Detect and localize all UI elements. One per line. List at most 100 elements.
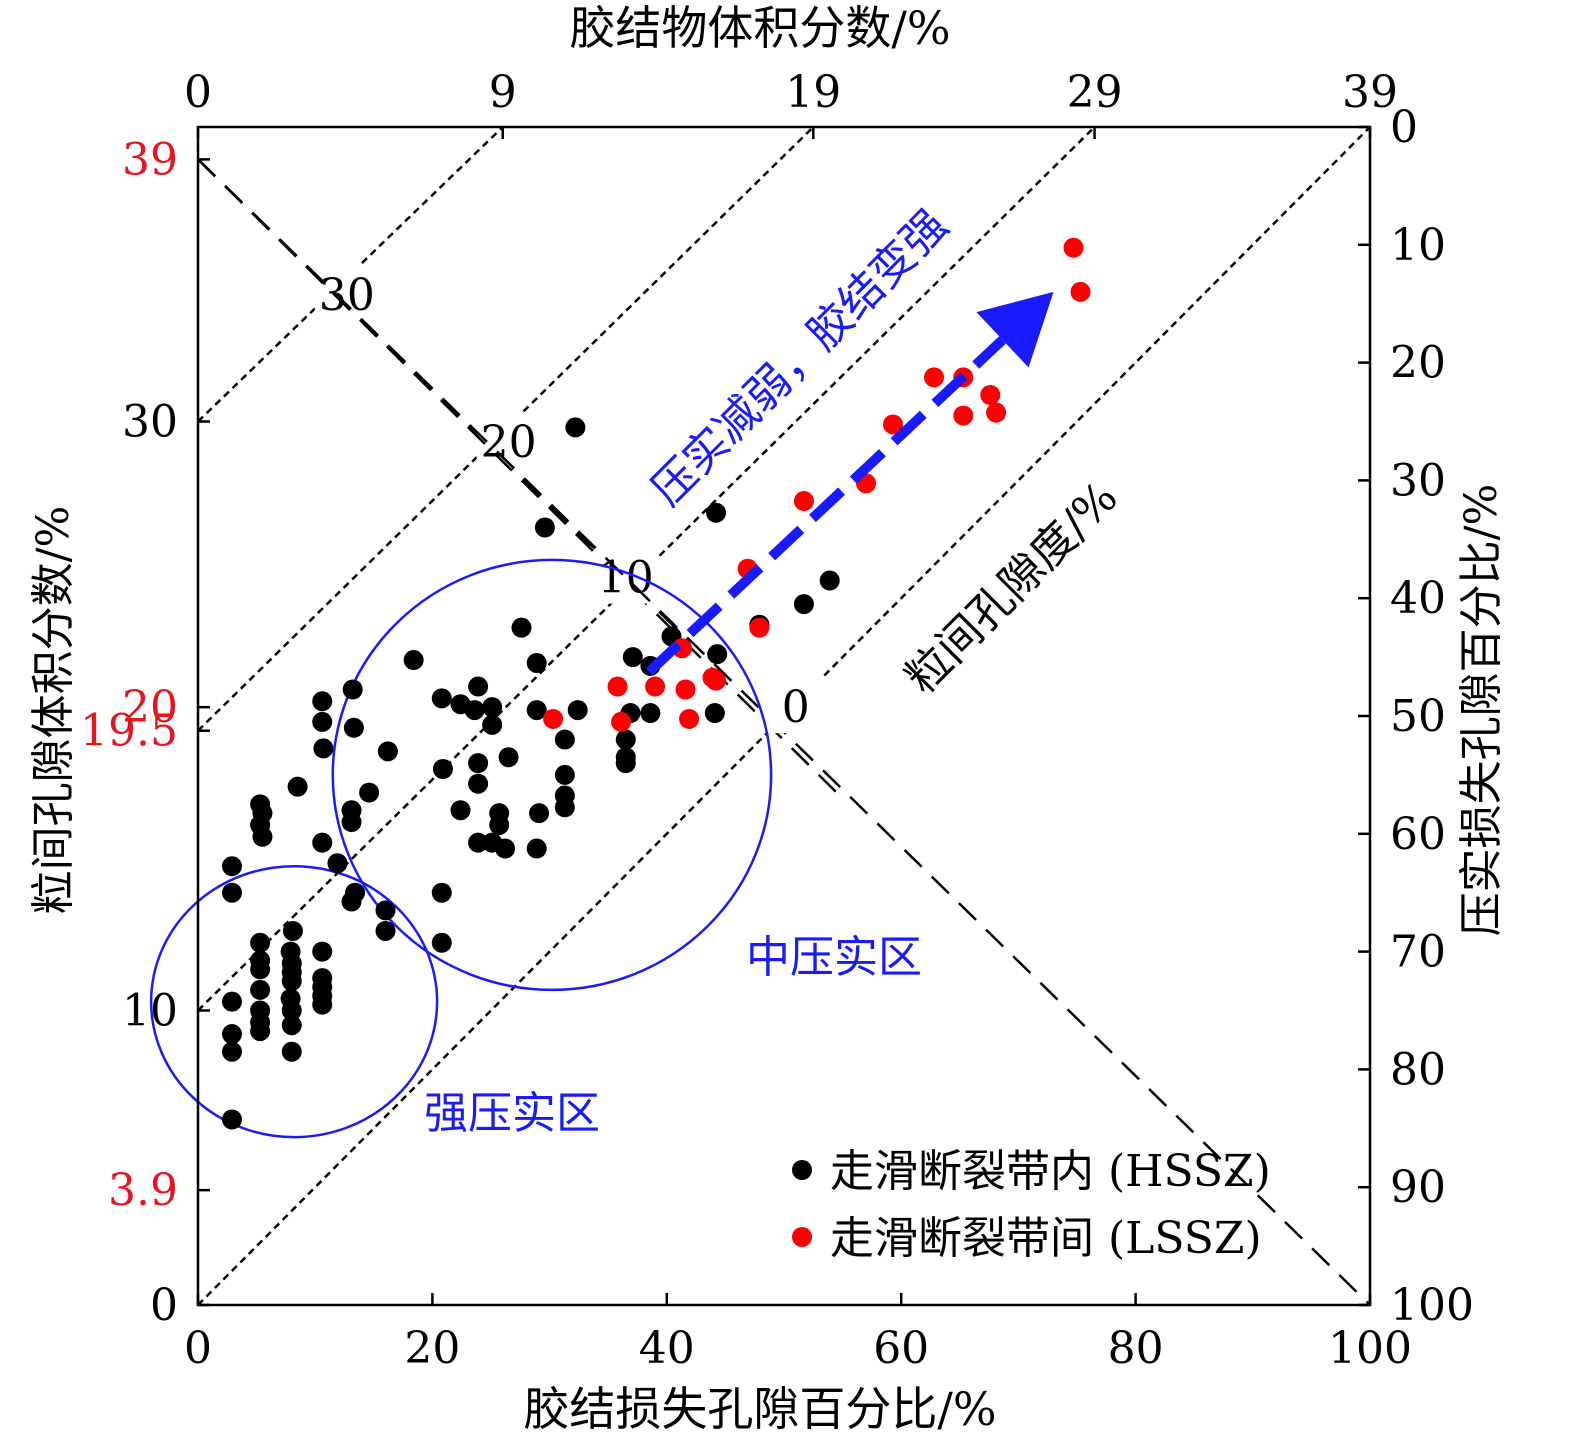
x-tick-label-3: 60 [873,1323,929,1374]
data-points [221,237,1091,1130]
hssz-point-36 [432,759,453,780]
right-tick-label-6: 60 [1390,809,1446,860]
legend-marker-lssz [792,1227,812,1247]
right-tick-label-7: 70 [1390,927,1446,978]
hssz-point-58 [327,853,348,874]
strong-compaction-label: 强压实区 [424,1088,600,1139]
compaction-zones [149,558,773,1139]
hssz-point-86 [281,1015,302,1036]
hssz-point-67 [282,920,303,941]
hssz-point-24 [342,679,363,700]
hssz-point-81 [221,991,242,1012]
top-tick-label-3: 29 [1067,67,1123,118]
porosity-label-bg-3 [763,677,828,734]
porosity-line-label-3: 0 [782,682,810,733]
hssz-point-49 [450,800,471,821]
lssz-point-11 [749,617,770,638]
hssz-point-7 [622,647,643,668]
y-tick-label-0: 0 [150,1280,178,1331]
hssz-point-12 [403,650,424,671]
hssz-point-53 [468,832,489,853]
porosity-label-bg-2 [593,547,658,604]
hssz-point-0 [565,417,586,438]
hssz-point-4 [793,594,814,615]
x-tick-label-0: 0 [184,1323,212,1374]
hssz-point-3 [819,570,840,591]
y-tick-label-2: 30 [122,397,178,448]
hssz-point-38 [468,773,489,794]
top-tick-label-4: 39 [1342,67,1398,118]
zone-ellipse-1 [331,558,773,992]
top-tick-label-2: 19 [785,67,841,118]
porosity-label-bg-0 [314,264,379,321]
hssz-point-46 [252,826,273,847]
hssz-point-73 [250,959,271,980]
hssz-point-59 [221,856,242,877]
lssz-point-15 [607,676,628,697]
right-axis-label: 压实损失孔隙百分比/% [1456,484,1507,937]
lssz-point-4 [980,384,1001,405]
hssz-point-90 [281,1041,302,1062]
hssz-point-89 [221,1041,242,1062]
legend: 走滑断裂带内 (HSSZ) 走滑断裂带间 (LSSZ) [792,1146,1271,1264]
hssz-point-66 [431,932,452,953]
trend-arrow-shaft [645,336,1006,676]
hssz-point-22 [704,703,725,724]
hssz-point-13 [468,676,489,697]
hssz-point-61 [341,891,362,912]
y-axis-label: 粒间孔隙体积分数/% [28,506,79,915]
right-tick-label-9: 90 [1390,1162,1446,1213]
zone-ellipse-0 [149,864,439,1139]
x-tick-label-4: 80 [1108,1323,1164,1374]
hssz-point-57 [312,832,333,853]
hssz-point-40 [359,782,380,803]
lssz-point-20 [679,708,700,729]
hssz-point-29 [377,741,398,762]
top-tick-label-1: 9 [489,67,517,118]
hssz-point-30 [554,729,575,750]
right-tick-label-5: 50 [1390,691,1446,742]
hssz-point-18 [526,700,547,721]
porosity-label-bg-1 [476,412,541,469]
x-tick-label-2: 40 [639,1323,695,1374]
x-axis-label: 胶结损失孔隙百分比/% [523,1382,996,1436]
hssz-point-35 [498,747,519,768]
porosity-line-label-0: 30 [319,270,375,321]
right-tick-label-10: 100 [1390,1280,1474,1331]
lssz-point-9 [793,491,814,512]
top-axis-label: 胶结物体积分数/% [569,1,950,55]
y-tick-label-1: 10 [122,986,178,1037]
hssz-point-1 [534,517,555,538]
hssz-point-37 [554,764,575,785]
hssz-point-70 [312,941,333,962]
hssz-point-8 [707,644,728,665]
hssz-point-51 [529,803,550,824]
trend-arrow-head [976,291,1054,368]
trend-arrow [645,291,1054,676]
y-red-tick-label-2: 20 [122,682,178,733]
lssz-point-19 [611,711,632,732]
legend-marker-hssz [792,1160,812,1180]
lssz-point-1 [1070,281,1091,302]
right-tick-label-3: 30 [1390,455,1446,506]
lssz-point-16 [645,676,666,697]
hssz-point-27 [313,738,334,759]
hssz-point-78 [250,979,271,1000]
hssz-point-65 [375,920,396,941]
hssz-point-28 [343,717,364,738]
right-tick-label-4: 40 [1390,573,1446,624]
hssz-point-68 [250,932,271,953]
hssz-point-63 [221,882,242,903]
lssz-point-6 [986,402,1007,423]
right-tick-label-0: 0 [1390,102,1418,153]
y-red-tick-label-3: 39 [122,134,178,185]
hssz-point-64 [431,882,452,903]
right-tick-label-8: 80 [1390,1044,1446,1095]
hssz-point-42 [554,797,575,818]
hssz-point-87 [250,1021,271,1042]
hssz-point-83 [281,1000,302,1021]
hssz-point-52 [489,814,510,835]
hssz-point-17 [482,697,503,718]
lssz-point-7 [882,414,903,435]
